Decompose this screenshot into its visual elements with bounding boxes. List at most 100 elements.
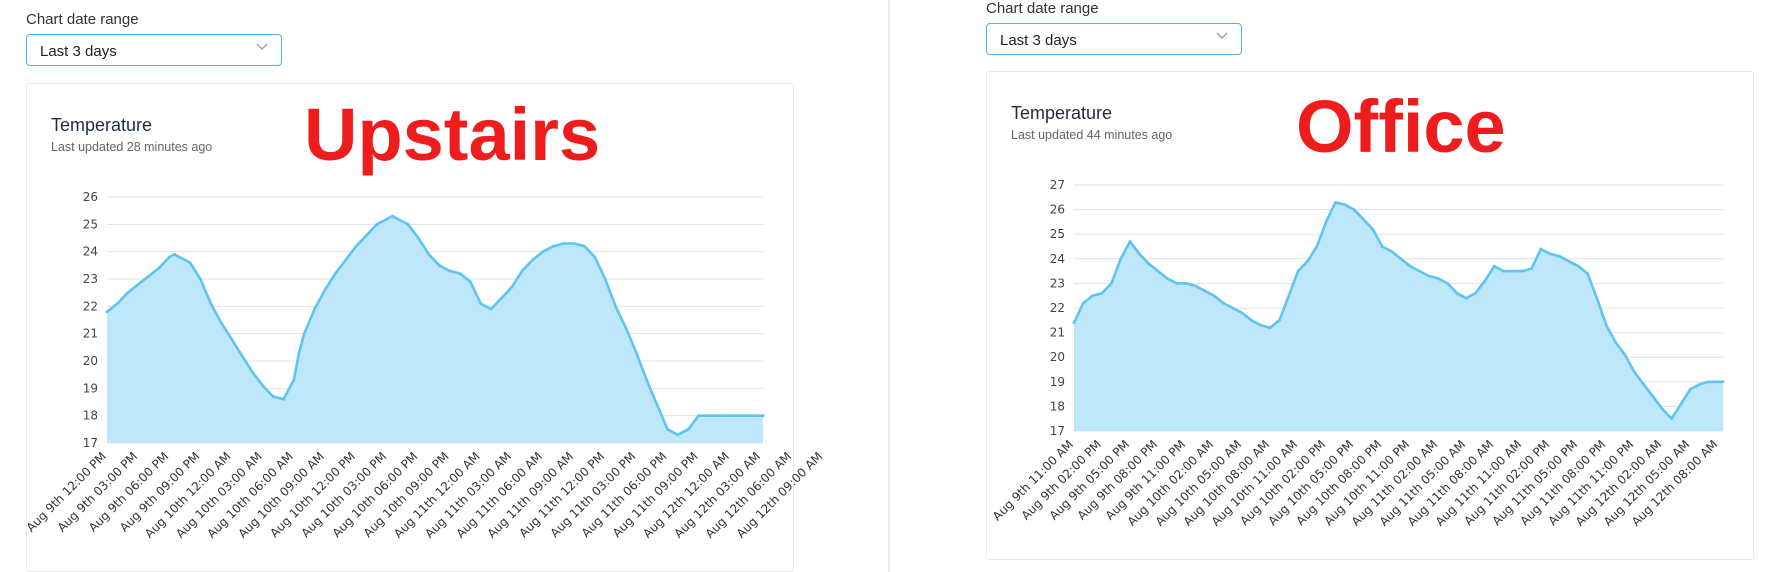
y-tick-label: 19 (83, 381, 98, 395)
data-point (1306, 259, 1309, 263)
data-point (157, 266, 161, 270)
date-range-select[interactable]: Last 3 days (26, 34, 282, 66)
data-point (1399, 257, 1403, 261)
data-point (707, 414, 711, 418)
y-tick-label: 24 (83, 245, 98, 259)
data-point (136, 283, 140, 286)
data-point (1212, 294, 1216, 298)
data-point (1352, 208, 1356, 212)
data-point (666, 427, 669, 431)
data-point (1567, 259, 1571, 263)
data-point (297, 351, 301, 355)
data-point (645, 378, 649, 382)
data-point (1548, 252, 1552, 256)
data-point (416, 236, 420, 240)
data-point (199, 277, 202, 281)
data-point (686, 427, 690, 431)
data-point (1287, 294, 1291, 298)
data-point (219, 321, 223, 325)
date-range-label: Chart date range (986, 0, 1099, 17)
data-point (1586, 272, 1589, 275)
y-tick-label: 22 (83, 299, 98, 313)
y-tick-label: 24 (1050, 252, 1065, 266)
data-point (531, 258, 534, 262)
data-point (1558, 254, 1561, 258)
data-point (396, 217, 400, 221)
data-point (1296, 269, 1300, 273)
data-point (1670, 417, 1674, 421)
data-point (1520, 269, 1524, 273)
data-point (230, 337, 233, 341)
data-point (323, 288, 327, 292)
data-point (344, 258, 348, 262)
data-point (209, 302, 213, 305)
data-point (1109, 282, 1113, 285)
data-point (147, 274, 150, 278)
data-point (1455, 291, 1459, 295)
data-point (1511, 269, 1515, 273)
data-point (1679, 402, 1683, 406)
date-range-select[interactable]: Last 3 days (986, 23, 1242, 55)
data-point (1721, 380, 1725, 384)
data-point (115, 302, 119, 305)
data-point (1203, 289, 1207, 293)
data-point (1137, 252, 1141, 256)
data-point (1492, 264, 1496, 268)
upstairs-pane: Chart date range Last 3 days Temperature… (23, 11, 826, 572)
y-tick-label: 21 (83, 327, 98, 341)
data-point (302, 332, 306, 336)
data-point (479, 302, 483, 305)
data-point (1240, 311, 1244, 315)
chart-title: Temperature (51, 115, 153, 135)
data-point (1362, 218, 1365, 221)
data-point (1100, 291, 1104, 295)
data-point (583, 244, 586, 248)
y-tick-label: 23 (1050, 276, 1065, 290)
data-point (1427, 274, 1431, 278)
date-range-value: Last 3 days (1000, 32, 1077, 49)
data-point (333, 272, 337, 275)
chart-title: Temperature (1011, 103, 1113, 123)
data-point (1474, 291, 1477, 295)
data-point (385, 217, 389, 221)
data-point (437, 263, 441, 267)
data-point (250, 370, 254, 374)
data-point (624, 326, 628, 330)
data-point (406, 222, 410, 226)
data-point (375, 222, 379, 226)
data-point (1128, 240, 1132, 243)
data-point (1156, 269, 1160, 273)
data-point (1390, 250, 1393, 253)
data-point (448, 269, 451, 273)
temperature-area (1074, 202, 1723, 431)
data-point (271, 395, 275, 398)
data-point (188, 261, 192, 264)
data-point (1091, 294, 1095, 298)
data-point (1418, 269, 1421, 273)
data-point (761, 414, 765, 418)
data-point (1334, 200, 1337, 204)
data-point (1595, 296, 1599, 300)
data-point (489, 307, 493, 311)
data-point (655, 403, 659, 407)
data-point (562, 242, 566, 245)
data-point (718, 414, 721, 418)
data-point (1483, 279, 1487, 283)
y-tick-label: 27 (1050, 178, 1065, 192)
y-tick-label: 17 (1050, 424, 1065, 438)
temperature-line (1072, 200, 1723, 420)
data-point (178, 255, 182, 259)
data-point (1604, 323, 1608, 327)
chevron-down-icon (1216, 32, 1228, 39)
y-tick-label: 23 (83, 272, 98, 286)
data-point (1688, 387, 1692, 391)
temperature-area (107, 216, 763, 443)
data-point (1530, 267, 1533, 271)
data-point (1464, 296, 1468, 300)
data-point (603, 277, 607, 281)
y-tick-label: 26 (1050, 203, 1065, 217)
data-point (240, 354, 244, 357)
data-point (365, 233, 368, 237)
y-tick-label: 25 (1050, 227, 1065, 241)
